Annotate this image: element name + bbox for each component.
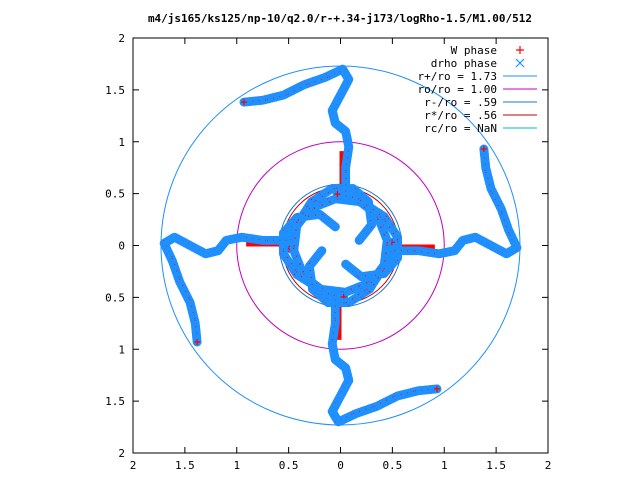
w-phase-point xyxy=(241,99,248,106)
x-tick-label: 2 xyxy=(545,459,552,472)
x-tick-label: 1.5 xyxy=(486,459,506,472)
y-tick-label: 0 xyxy=(118,240,125,253)
y-tick-label: 1.5 xyxy=(105,395,125,408)
legend-label-2: r+/ro = 1.73 xyxy=(418,70,497,83)
y-tick-label: 0.5 xyxy=(105,188,125,201)
y-tick-label: 2 xyxy=(118,447,125,460)
legend-label-3: ro/ro = 1.00 xyxy=(418,83,497,96)
legend-marker-drho-phase xyxy=(515,58,525,68)
x-tick-label: 1 xyxy=(441,459,448,472)
y-tick-label: 1.5 xyxy=(105,84,125,97)
y-tick-label: 0.5 xyxy=(105,291,125,304)
w-phase-point xyxy=(194,338,201,345)
x-tick-label: 0 xyxy=(337,459,344,472)
chart-title: m4/js165/ks125/np-10/q2.0/r-+.34-j173/lo… xyxy=(148,12,532,25)
y-tick-label: 1 xyxy=(118,343,125,356)
ticks-layer: 2 1.5 1 0.5 0 0.5 1 1.5 221.510.500.511.52 xyxy=(105,32,551,472)
w-phase-point xyxy=(433,385,440,392)
legend-label-4: r-/ro = .59 xyxy=(424,96,497,109)
data-layer xyxy=(159,64,522,427)
legend-marker-w-phase xyxy=(516,46,524,54)
y-tick-label: 1 xyxy=(118,136,125,149)
y-tick-label: 2 xyxy=(118,32,125,45)
legend-label-0: W phase xyxy=(451,44,497,57)
reference-circle-3 xyxy=(236,141,445,350)
x-tick-label: 2 xyxy=(130,459,137,472)
legend-label-5: r*/ro = .56 xyxy=(424,109,497,122)
legend-label-6: rc/ro = NaN xyxy=(424,122,497,135)
w-phase-point xyxy=(334,191,341,198)
x-tick-label: 1 xyxy=(233,459,240,472)
w-phase-point xyxy=(480,146,487,153)
x-tick-label: 0.5 xyxy=(279,459,299,472)
x-tick-label: 1.5 xyxy=(175,459,195,472)
x-tick-label: 0.5 xyxy=(382,459,402,472)
legend-label-1: drho phase xyxy=(431,57,497,70)
